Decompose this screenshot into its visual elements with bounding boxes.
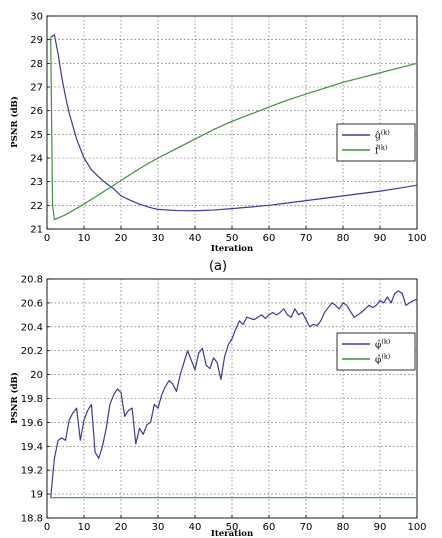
x-tick-label: 80 bbox=[337, 522, 350, 533]
y-tick-label: 19.2 bbox=[21, 466, 43, 477]
y-tick-label: 19.4 bbox=[21, 442, 43, 453]
x-tick-label: 50 bbox=[226, 522, 239, 533]
x-axis-label: Iteration bbox=[211, 529, 253, 538]
y-tick-label: 20.8 bbox=[21, 275, 43, 286]
x-tick-label: 90 bbox=[374, 233, 387, 244]
chart-a: 0 10 20 30 40 50 60 70 80 90 100 21222324252627282… bbox=[9, 12, 427, 275]
legend-superscript: (k) bbox=[378, 144, 387, 152]
y-tick-label: 27 bbox=[30, 83, 43, 94]
x-tick-label: 40 bbox=[189, 522, 202, 533]
y-axis-label: PSNR (dB) bbox=[9, 372, 20, 424]
legend-superscript: (k) bbox=[381, 129, 390, 137]
x-tick-label: 0 bbox=[44, 233, 50, 244]
y-tick-labels: 21 22 23 24 25 26 27 28 29 30 bbox=[30, 12, 43, 236]
x-tick-label: 20 bbox=[115, 233, 128, 244]
y-tick-label: 30 bbox=[30, 12, 43, 23]
y-tick-label: 19 bbox=[30, 490, 43, 501]
x-tick-label: 30 bbox=[152, 233, 165, 244]
x-tick-label: 60 bbox=[263, 233, 276, 244]
y-tick-label: 19.6 bbox=[21, 418, 43, 429]
y-tick-label: 29 bbox=[30, 35, 43, 46]
plot-area bbox=[46, 278, 418, 519]
y-tick-label: 22 bbox=[30, 201, 43, 212]
y-tick-label: 26 bbox=[30, 106, 43, 117]
y-tick-label: 20 bbox=[30, 370, 43, 381]
x-axis-label: Iteration bbox=[211, 244, 253, 254]
x-tick-label: 90 bbox=[374, 522, 387, 533]
y-tick-label: 20.4 bbox=[21, 322, 43, 333]
x-tick-label: 70 bbox=[300, 522, 313, 533]
y-tick-labels: 18.8 19 19.2 19.4 19.6 19.8 20 20.2 20.4 20.6 20.8 bbox=[21, 275, 43, 525]
x-tick-label: 0 bbox=[44, 522, 50, 533]
series-line-2 bbox=[50, 37, 418, 221]
subfigure-caption: (a) bbox=[209, 259, 227, 274]
x-tick-label: 80 bbox=[337, 233, 350, 244]
legend-box bbox=[336, 332, 416, 371]
legend-superscript: (k) bbox=[381, 353, 390, 361]
x-tick-label: 40 bbox=[189, 233, 202, 244]
x-tick-label: 10 bbox=[78, 233, 91, 244]
y-tick-label: 20.6 bbox=[21, 298, 43, 309]
x-tick-labels: 0 10 20 30 40 50 60 70 80 90 100 bbox=[44, 522, 427, 533]
y-tick-label: 24 bbox=[30, 154, 43, 165]
legend-superscript: (k) bbox=[381, 338, 390, 346]
x-tick-label: 10 bbox=[78, 522, 91, 533]
x-tick-label: 100 bbox=[407, 233, 426, 244]
x-tick-label: 100 bbox=[407, 522, 426, 533]
y-tick-label: 20.2 bbox=[21, 346, 43, 357]
x-tick-label: 20 bbox=[115, 522, 128, 533]
y-tick-label: 18.8 bbox=[21, 514, 43, 525]
y-tick-label: 28 bbox=[30, 59, 43, 70]
y-tick-label: 19.8 bbox=[21, 394, 43, 405]
series-line-1 bbox=[50, 34, 418, 212]
y-tick-label: 25 bbox=[30, 130, 43, 141]
series-lines bbox=[50, 34, 418, 221]
x-tick-label: 30 bbox=[152, 522, 165, 533]
x-tick-label: 60 bbox=[263, 522, 276, 533]
chart-b: 0 10 20 30 40 50 60 70 80 90 100 18.8 19 19.2 19.4 19.… bbox=[9, 275, 427, 538]
legend: ĝ(k)f̂(k) bbox=[336, 123, 416, 162]
series-lines bbox=[50, 290, 418, 499]
y-tick-label: 21 bbox=[30, 225, 43, 236]
y-tick-label: 23 bbox=[30, 177, 43, 188]
x-tick-label: 50 bbox=[226, 233, 239, 244]
legend-box bbox=[336, 123, 416, 162]
y-axis-label: PSNR (dB) bbox=[9, 96, 20, 148]
x-tick-label: 70 bbox=[300, 233, 313, 244]
x-tick-labels: 0 10 20 30 40 50 60 70 80 90 100 bbox=[44, 233, 427, 244]
series-line-1 bbox=[50, 290, 418, 498]
legend: φ̂(k)φ̂(k) bbox=[336, 332, 416, 371]
